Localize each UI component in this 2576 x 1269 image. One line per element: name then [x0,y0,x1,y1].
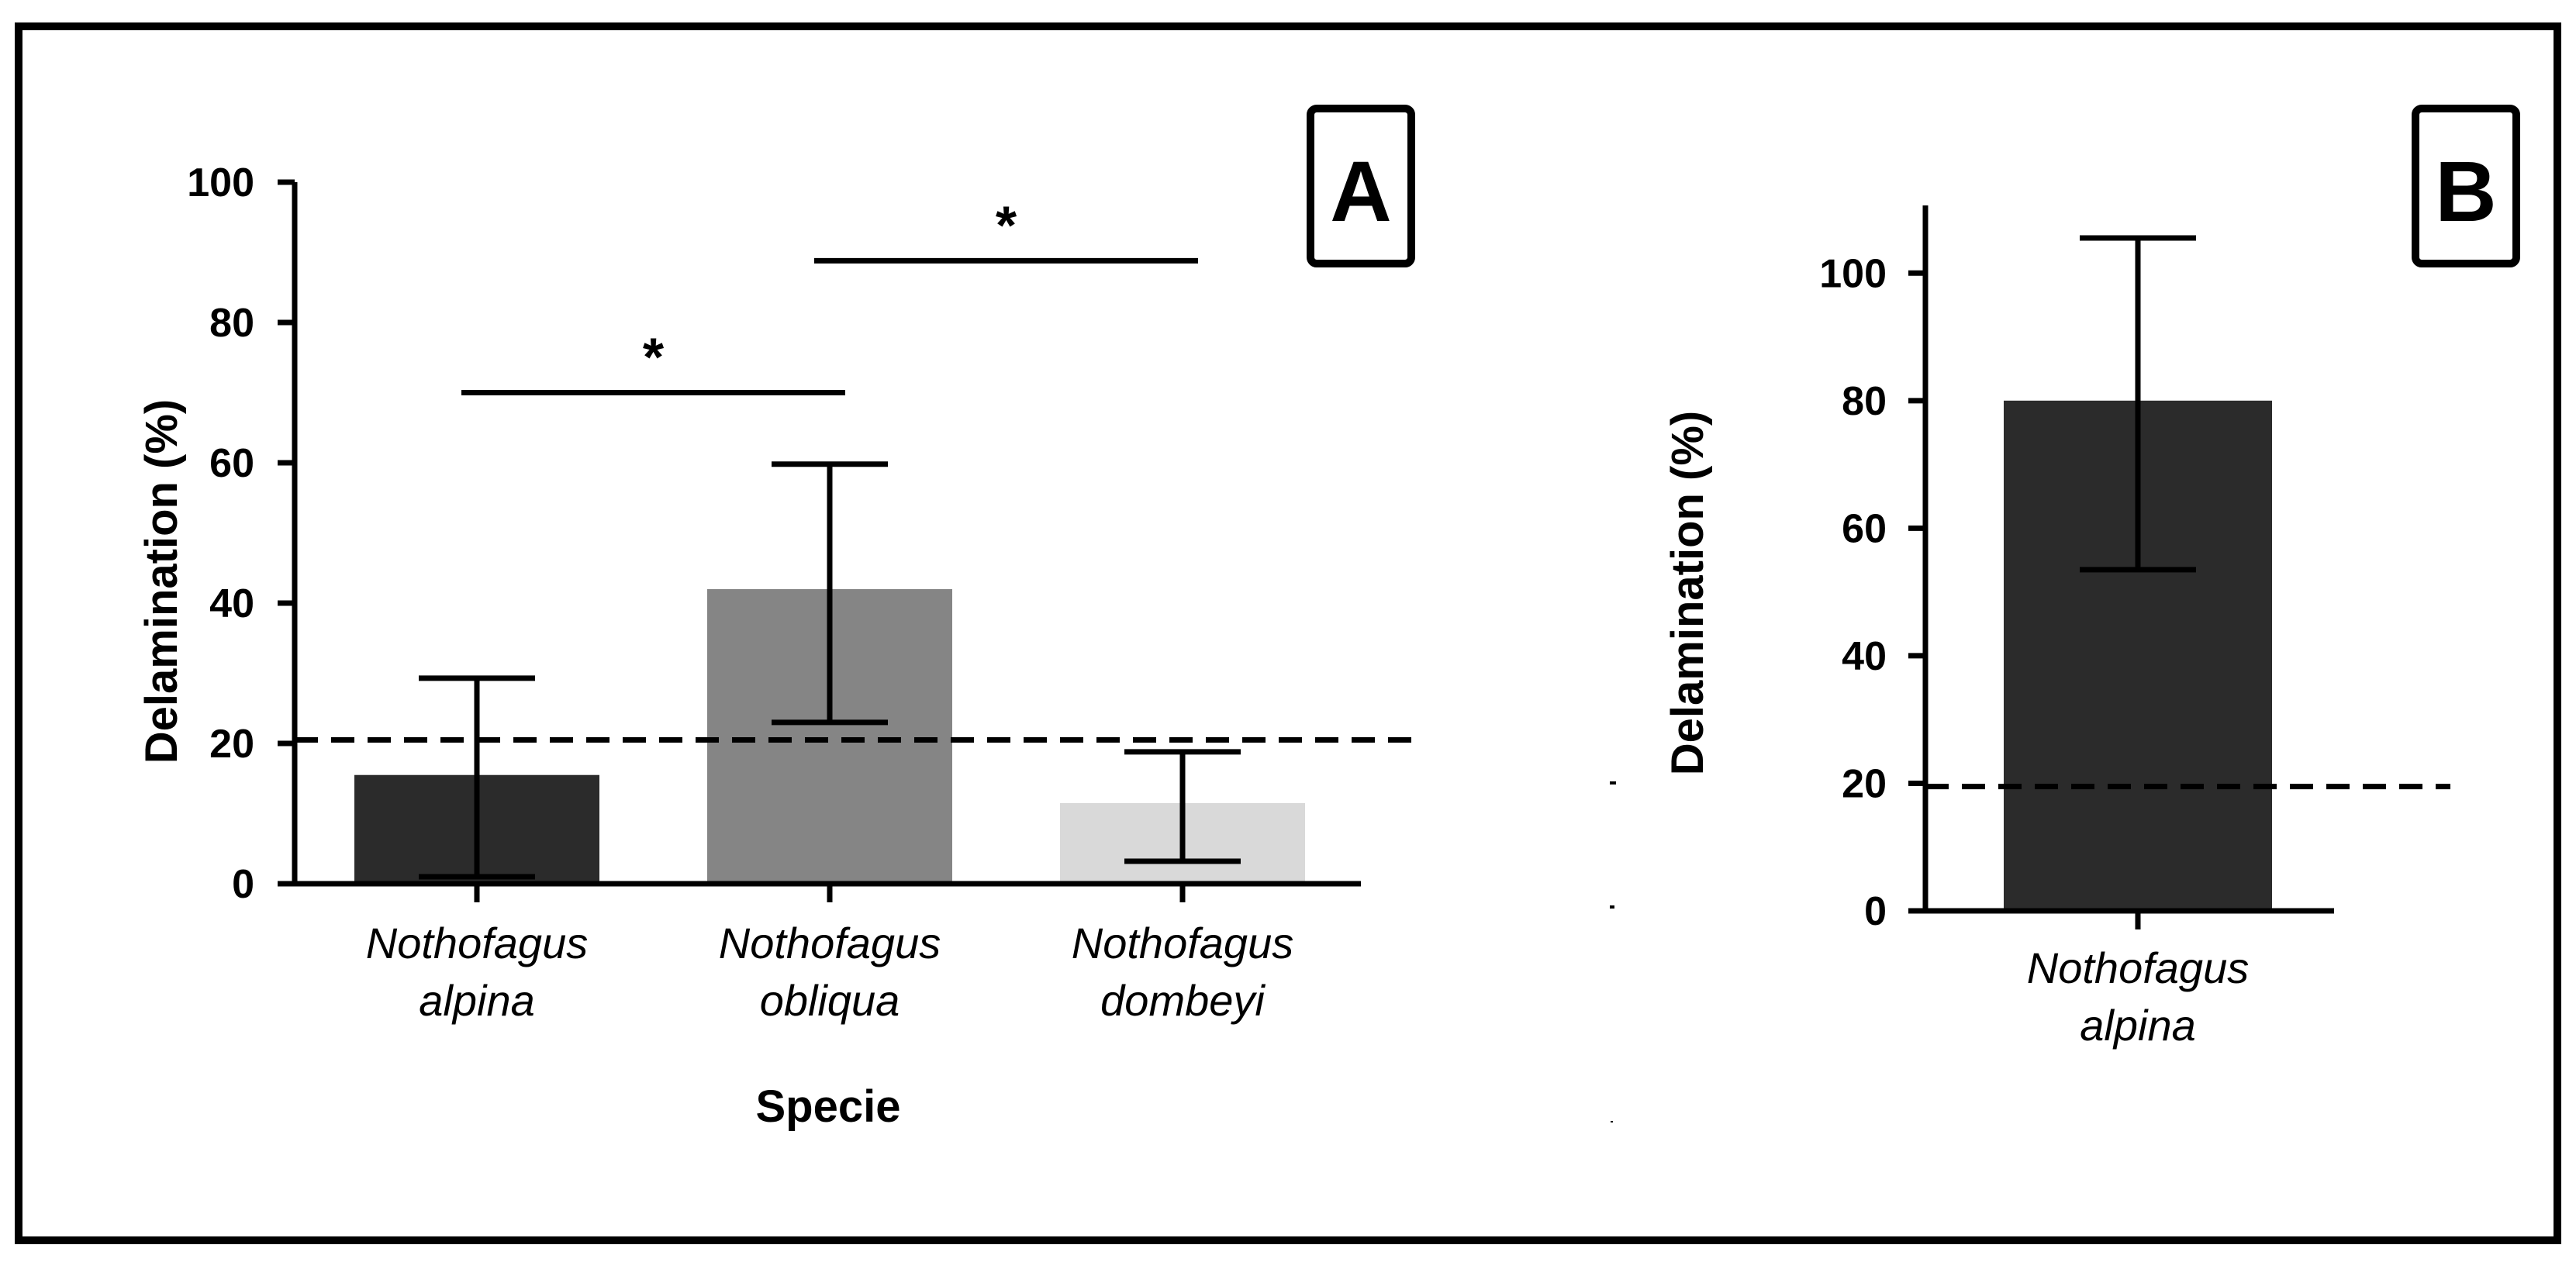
panel-b-letter: B [2435,144,2496,240]
panel-b-ylabel: Delamination (%) [1663,411,1713,776]
panel-b-letter-box [2412,105,2520,267]
panel-a-category-label: dombeyi [1100,976,1266,1025]
panel-a-significance-label: * [996,195,1017,255]
panel-a-y-tick-label: 60 [209,441,254,486]
panel-b-category-label: alpina [2080,1001,2195,1050]
panel-a-y-tick-label: 40 [209,581,254,626]
panel-a-xlabel: Specie [756,1081,901,1132]
panel-b-y-tick-label: 20 [1842,761,1887,806]
panel-a-category-label: alpina [419,976,534,1025]
panel-b-category-label: Nothofagus [2027,943,2249,992]
panel-a-category-label: Nothofagus [719,919,941,967]
panel-b-y-tick-label: 60 [1842,506,1887,551]
panel-b-y-tick-label: 80 [1842,379,1887,424]
panel-a-y-tick-label: 0 [232,862,254,907]
panel-a-significance-label: * [643,327,665,388]
panel-a-letter: A [1330,144,1391,240]
figure-frame [15,22,2561,1244]
panel-b-y-tick-label: 40 [1842,634,1887,679]
panel-b: B 0 20 40 60 80 100 Nothofagus alpina Delaminat… [1663,105,2520,1050]
panel-a-y-tick-label: 20 [209,722,254,767]
panel-a-letter-box [1307,105,1415,267]
panel-a-category-label: Nothofagus [1072,919,1293,967]
panel-b-y-tick-label: 100 [1819,251,1887,296]
panel-a-y-tick-label: 100 [187,160,254,205]
panel-a-ylabel: Delamination (%) [136,399,187,764]
panel-a-y-tick-label: 80 [209,301,254,346]
panel-a-category-label: Nothofagus [366,919,588,967]
panel-a: A 0 20 40 60 80 100 Nothofagus alpina Nothofagus… [136,105,1415,1132]
panel-b-y-tick-label: 0 [1864,889,1887,934]
panel-a-category-label: obliqua [760,976,900,1025]
